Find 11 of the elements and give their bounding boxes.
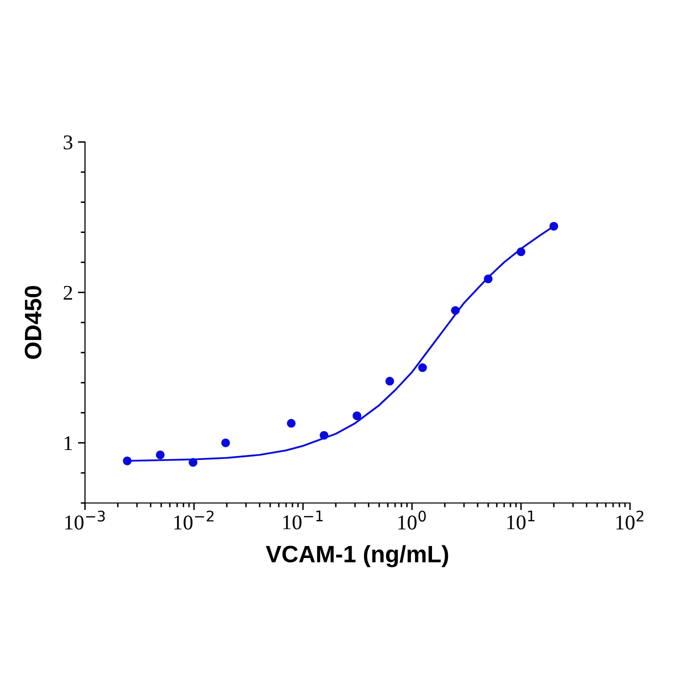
y-axis-title: OD450	[24, 286, 42, 359]
x-tick-label: 10$^{2}$	[616, 510, 644, 530]
x-tick-label: 10$^{−2}$	[174, 510, 214, 530]
x-tick-label: 10$^{0}$	[398, 510, 426, 530]
y-tick-label: 2	[64, 286, 72, 300]
y-tick-label: 1	[64, 436, 72, 450]
x-axis-title: VCAM-1 (ng/mL)	[266, 545, 448, 568]
x-tick-label: 10$^{1}$	[507, 510, 534, 530]
y-tick-label: 3	[64, 135, 72, 150]
x-tick-label: 10$^{−3}$	[65, 510, 105, 530]
x-tick-label: 10$^{−1}$	[283, 510, 323, 530]
